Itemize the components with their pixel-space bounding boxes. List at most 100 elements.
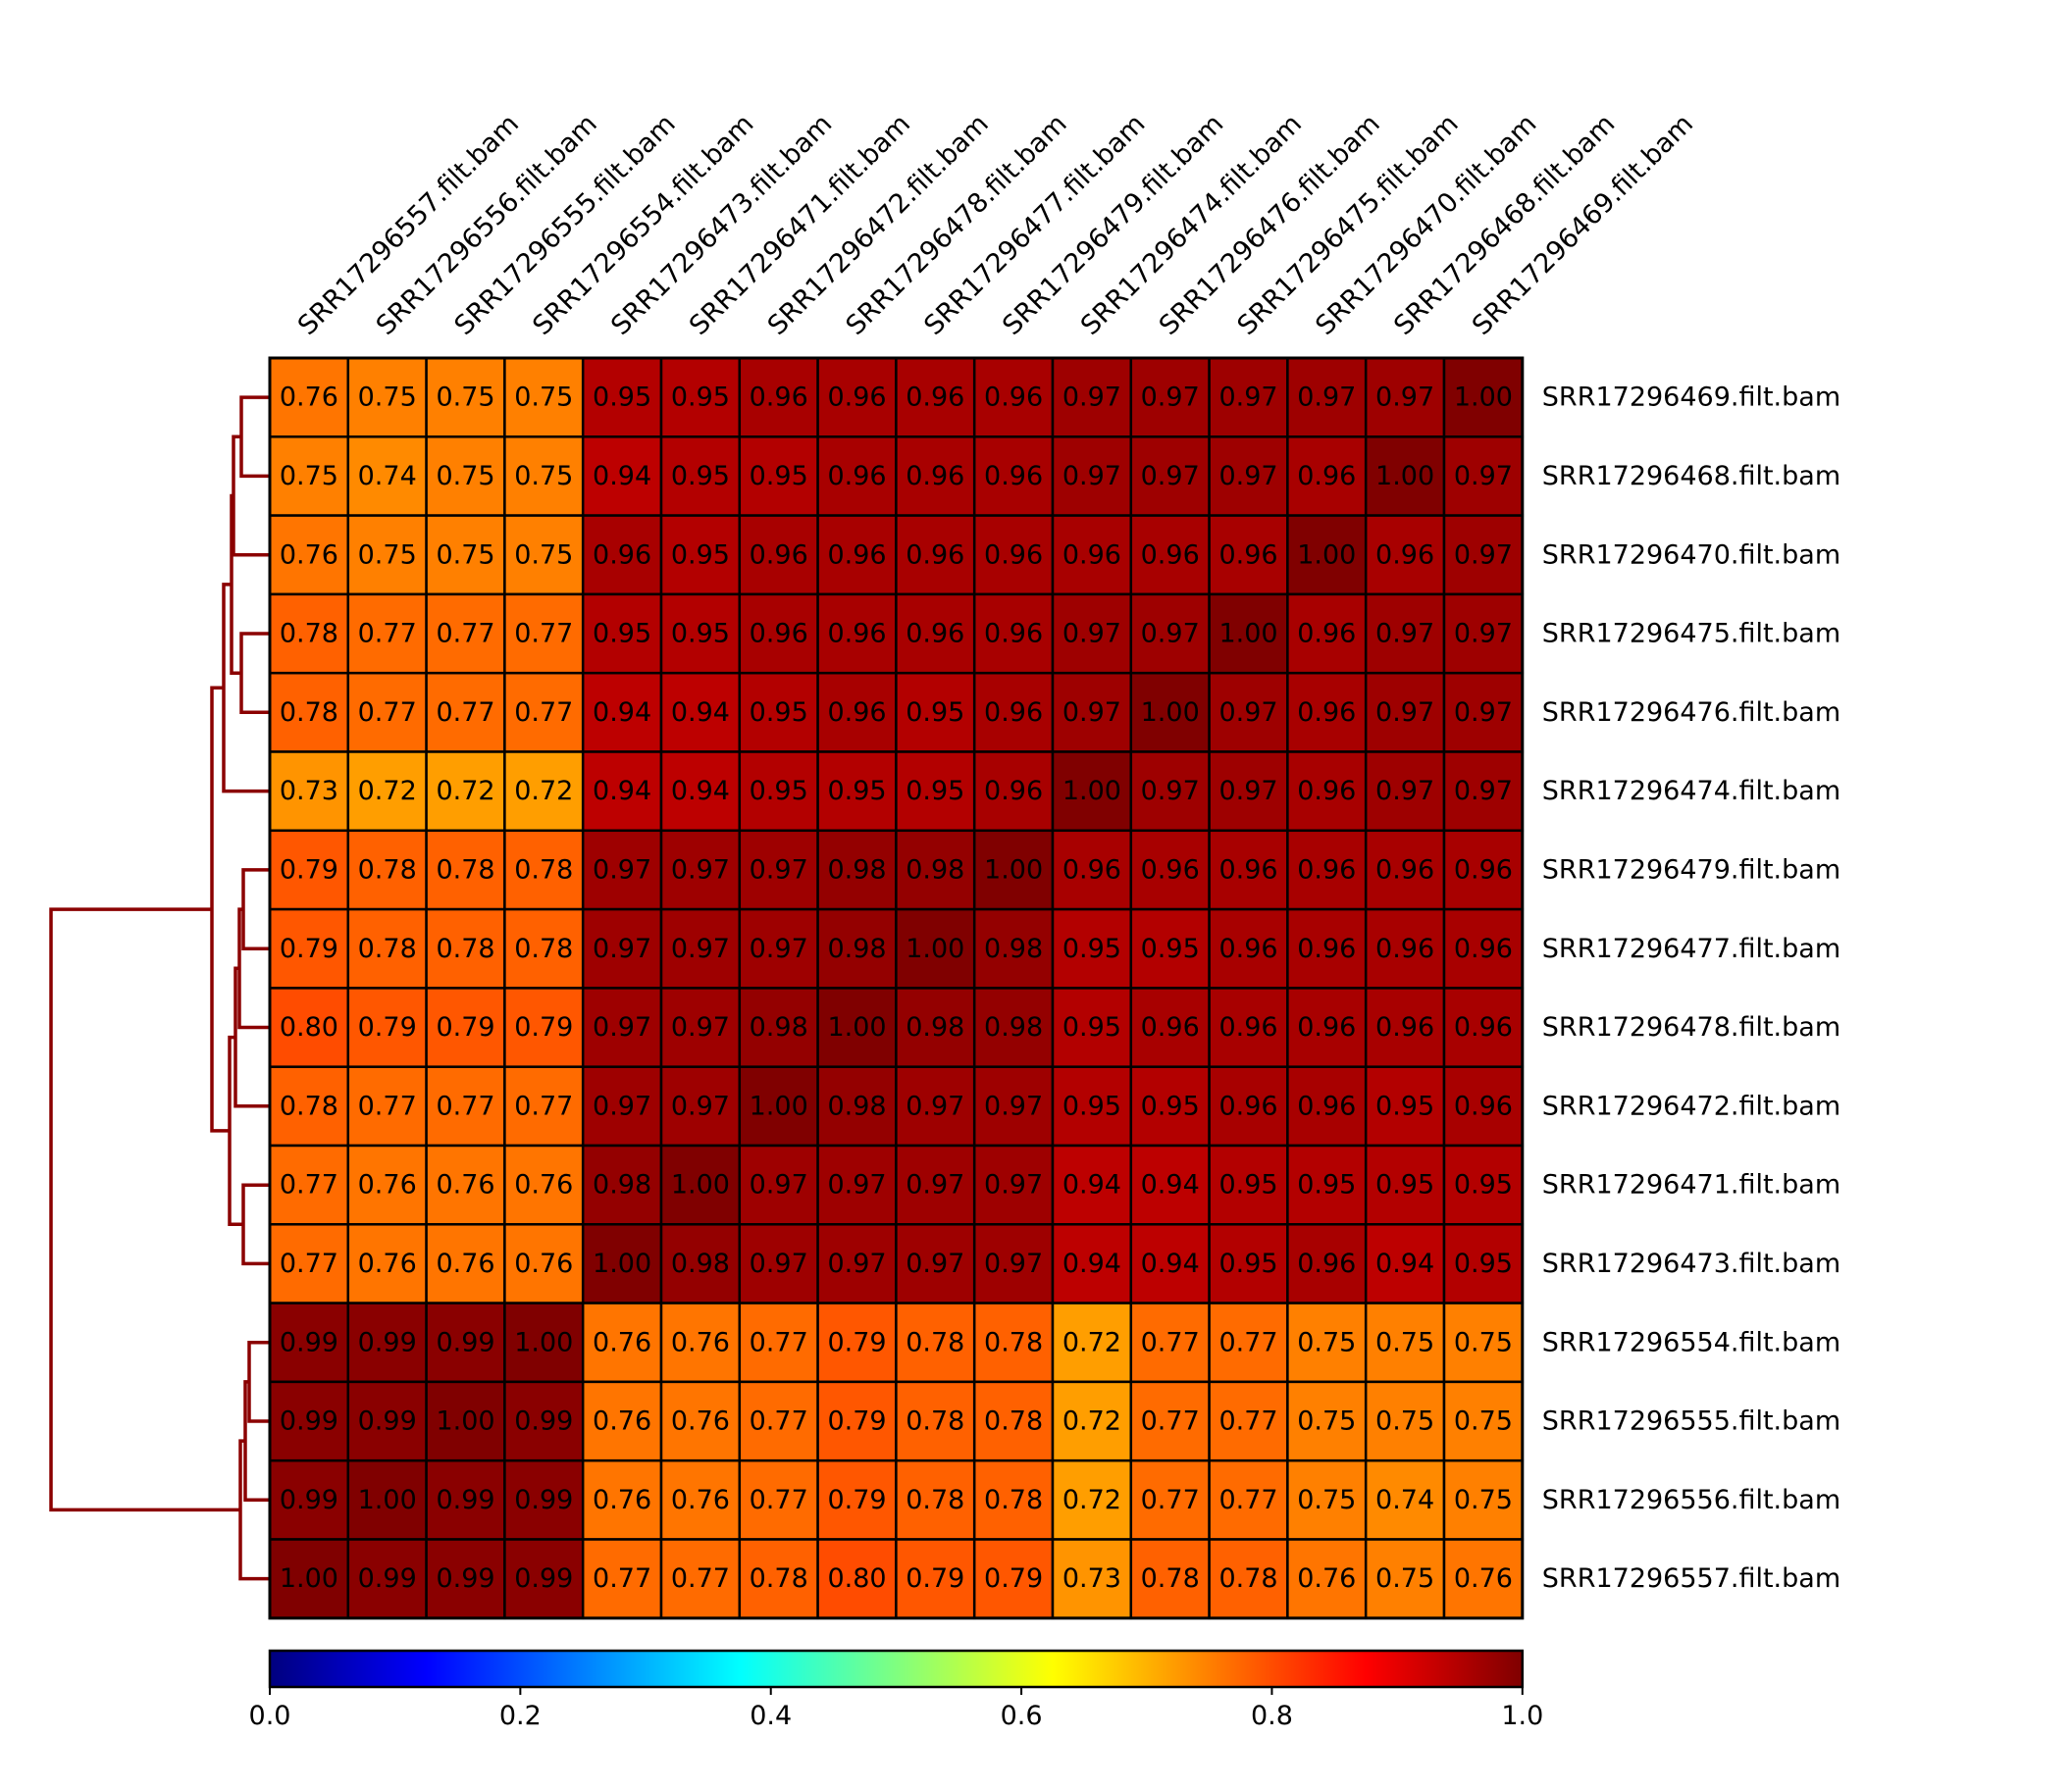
cell-value-label: 0.77 bbox=[671, 1563, 730, 1594]
cell-value-label: 0.97 bbox=[593, 1091, 651, 1121]
cell-value-label: 0.76 bbox=[436, 1249, 494, 1279]
dendrogram bbox=[49, 395, 270, 1581]
cell-value-label: 0.99 bbox=[436, 1485, 494, 1515]
heatmap-cell bbox=[816, 671, 898, 753]
cell-value-label: 0.78 bbox=[358, 934, 417, 964]
heatmap-cell bbox=[268, 435, 350, 517]
heatmap-cell bbox=[1051, 1144, 1133, 1226]
heatmap-cell bbox=[1364, 1538, 1446, 1620]
cell-value-label: 0.98 bbox=[984, 934, 1043, 964]
cell-value-label: 0.77 bbox=[593, 1563, 651, 1594]
cell-value-label: 0.94 bbox=[671, 697, 730, 728]
cell-value-label: 0.79 bbox=[358, 1012, 417, 1043]
heatmap-cell bbox=[738, 829, 819, 911]
cell-value-label: 0.75 bbox=[1375, 1327, 1434, 1357]
cell-value-label: 0.97 bbox=[671, 1012, 730, 1043]
row-label: SRR17296557.filt.bam bbox=[1542, 1563, 1840, 1594]
cell-value-label: 0.75 bbox=[436, 539, 494, 570]
cell-value-label: 0.95 bbox=[593, 619, 651, 649]
cell-value-label: 0.96 bbox=[1297, 619, 1356, 649]
heatmap-cell bbox=[268, 592, 350, 675]
heatmap-cell bbox=[1442, 592, 1525, 675]
cell-value-label: 0.96 bbox=[1297, 1091, 1356, 1121]
heatmap-cell bbox=[1051, 1458, 1133, 1541]
heatmap-cell bbox=[1286, 1538, 1368, 1620]
cell-value-label: 0.75 bbox=[1454, 1406, 1513, 1437]
cell-value-label: 0.94 bbox=[671, 776, 730, 806]
cell-value-label: 0.95 bbox=[1062, 934, 1121, 964]
heatmap-cell bbox=[816, 1223, 898, 1304]
cell-value-label: 0.76 bbox=[280, 539, 338, 570]
heatmap-cell bbox=[1442, 1538, 1525, 1620]
cell-value-label: 0.75 bbox=[436, 383, 494, 413]
heatmap-cell bbox=[1286, 592, 1368, 675]
heatmap-cell bbox=[1442, 1223, 1525, 1304]
heatmap-cell bbox=[895, 1538, 976, 1620]
cell-value-label: 0.96 bbox=[750, 619, 808, 649]
cell-value-label: 0.96 bbox=[1375, 539, 1434, 570]
cell-value-label: 0.96 bbox=[1062, 854, 1121, 885]
heatmap-cell bbox=[816, 1302, 898, 1384]
cell-value-label: 0.97 bbox=[1141, 461, 1200, 491]
heatmap-cell bbox=[895, 1380, 976, 1462]
cell-value-label: 0.97 bbox=[1297, 383, 1356, 413]
heatmap-cell bbox=[1286, 829, 1368, 911]
cell-value-label: 0.96 bbox=[1297, 1012, 1356, 1043]
heatmap-cell bbox=[972, 1458, 1055, 1541]
row-label: SRR17296468.filt.bam bbox=[1542, 461, 1840, 491]
heatmap-cell bbox=[1364, 1380, 1446, 1462]
heatmap-cell bbox=[581, 750, 663, 833]
cell-value-label: 0.96 bbox=[1141, 854, 1200, 885]
cell-value-label: 0.76 bbox=[671, 1406, 730, 1437]
heatmap-cell bbox=[1051, 435, 1133, 517]
heatmap-cell bbox=[1129, 514, 1211, 596]
cell-value-label: 0.97 bbox=[671, 1091, 730, 1121]
cell-value-label: 0.78 bbox=[280, 619, 338, 649]
heatmap-cell bbox=[1364, 1223, 1446, 1304]
cell-value-label: 0.77 bbox=[750, 1327, 808, 1357]
heatmap-cell bbox=[581, 1538, 663, 1620]
heatmap-cell bbox=[738, 671, 819, 753]
cell-value-label: 0.95 bbox=[750, 697, 808, 728]
cell-value-label: 1.00 bbox=[358, 1485, 417, 1515]
cell-value-label: 0.75 bbox=[436, 461, 494, 491]
heatmap-cell bbox=[503, 750, 585, 833]
cell-value-label: 0.95 bbox=[906, 697, 964, 728]
cell-value-label: 0.96 bbox=[750, 539, 808, 570]
heatmap-cells: 0.76 0.75 0.75 0.75 0.95 0.95 0.96 0.96 0.96 0.96… bbox=[268, 356, 1525, 1620]
cell-value-label: 0.75 bbox=[514, 461, 573, 491]
cell-value-label: 0.95 bbox=[671, 619, 730, 649]
cell-value-label: 1.00 bbox=[671, 1170, 730, 1201]
cell-value-label: 0.96 bbox=[1454, 854, 1513, 885]
cell-value-label: 0.96 bbox=[1454, 934, 1513, 964]
cell-value-label: 0.96 bbox=[593, 539, 651, 570]
cell-value-label: 0.97 bbox=[593, 1012, 651, 1043]
cell-value-label: 0.97 bbox=[1218, 383, 1277, 413]
cell-value-label: 1.00 bbox=[593, 1249, 651, 1279]
cell-value-label: 0.97 bbox=[1062, 697, 1121, 728]
cell-value-label: 0.75 bbox=[1454, 1327, 1513, 1357]
heatmap-cell bbox=[738, 1538, 819, 1620]
cell-value-label: 0.95 bbox=[1062, 1091, 1121, 1121]
cell-value-label: 0.79 bbox=[827, 1327, 886, 1357]
cell-value-label: 0.96 bbox=[827, 539, 886, 570]
heatmap-cell bbox=[972, 592, 1055, 675]
cell-value-label: 0.77 bbox=[358, 619, 417, 649]
colorbar-tick-label: 0.4 bbox=[750, 1701, 792, 1731]
heatmap-cell bbox=[425, 1302, 506, 1384]
row-label: SRR17296556.filt.bam bbox=[1542, 1485, 1840, 1515]
cell-value-label: 0.97 bbox=[593, 934, 651, 964]
heatmap-cell bbox=[1442, 907, 1525, 990]
cell-value-label: 0.78 bbox=[906, 1406, 964, 1437]
cell-value-label: 0.96 bbox=[984, 619, 1043, 649]
cell-value-label: 0.97 bbox=[1454, 776, 1513, 806]
heatmap-cell bbox=[659, 1458, 742, 1541]
heatmap-cell bbox=[1442, 671, 1525, 753]
cell-value-label: 0.95 bbox=[671, 539, 730, 570]
cell-value-label: 0.98 bbox=[593, 1170, 651, 1201]
cell-value-label: 0.95 bbox=[906, 776, 964, 806]
cell-value-label: 0.77 bbox=[1218, 1485, 1277, 1515]
column-labels: SRR17296557.filt.bamSRR17296556.filt.bam… bbox=[292, 109, 1699, 341]
heatmap-cell bbox=[738, 750, 819, 833]
cell-value-label: 0.96 bbox=[1375, 934, 1434, 964]
